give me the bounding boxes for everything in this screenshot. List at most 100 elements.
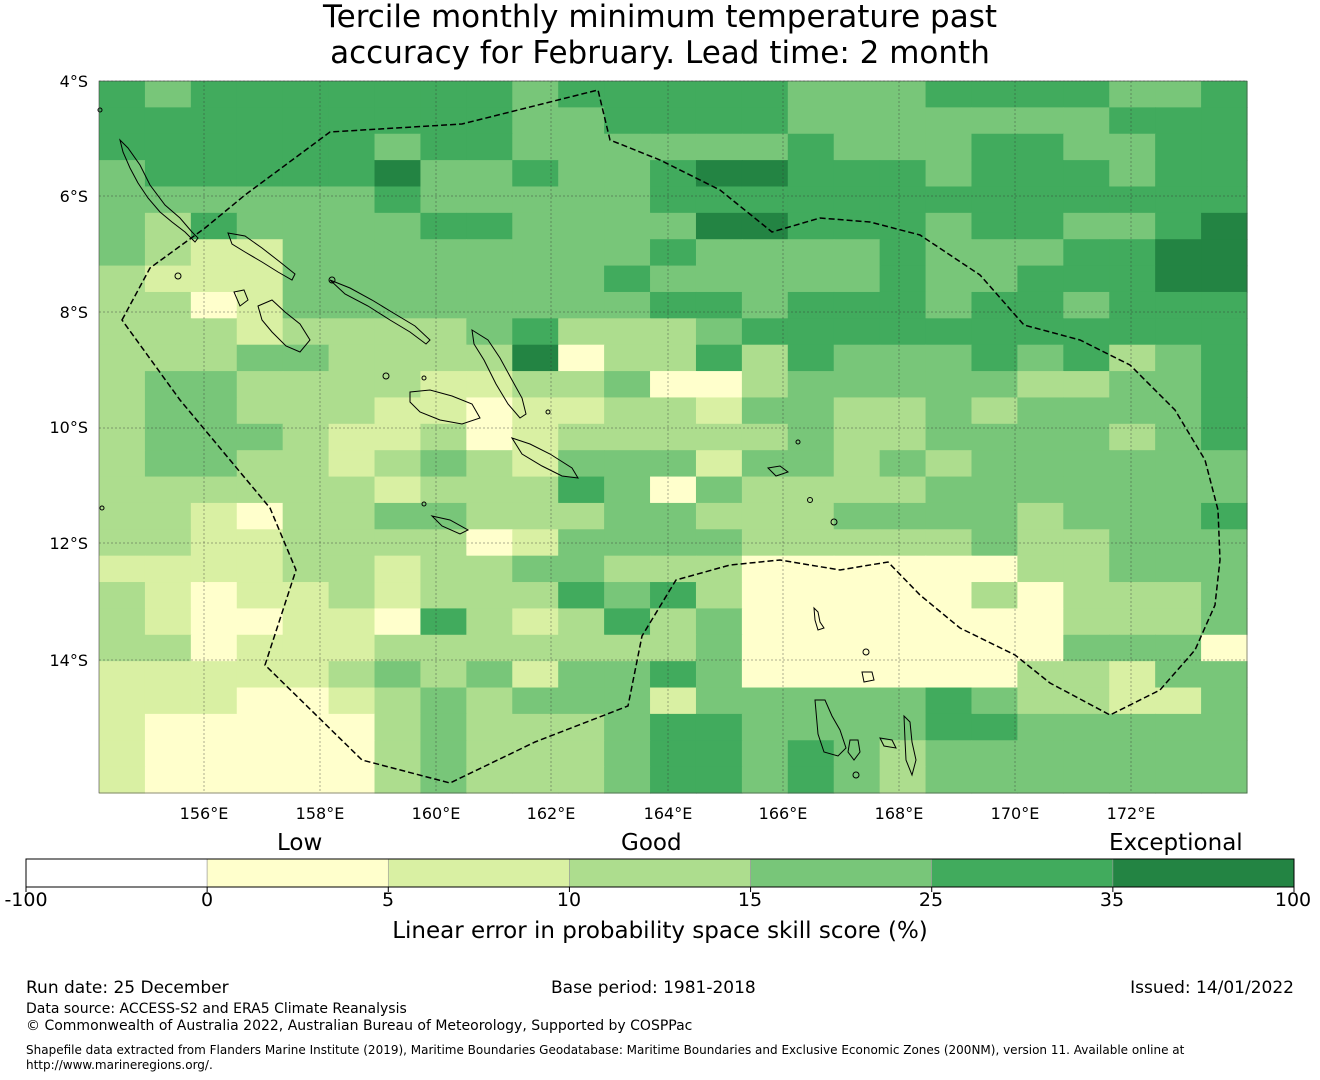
heatmap-cell — [879, 318, 927, 346]
heatmap-cell — [1155, 740, 1202, 768]
island-santa-isabel — [329, 279, 431, 345]
heatmap-cell — [236, 318, 284, 346]
heatmap-cell — [1155, 212, 1202, 240]
heatmap-cell — [925, 713, 973, 741]
heatmap-cell — [1063, 239, 1110, 267]
heatmap-cell — [512, 291, 559, 319]
heatmap-cell — [604, 450, 651, 478]
heatmap-cell — [650, 291, 697, 319]
heatmap-cell — [971, 740, 1018, 768]
heatmap-cell — [328, 160, 376, 188]
heatmap-cell — [1109, 502, 1156, 530]
heatmap-cell — [971, 81, 1018, 108]
heatmap-cell — [1017, 740, 1064, 768]
heatmap-cell — [374, 318, 422, 346]
heatmap-cell — [512, 107, 559, 135]
heatmap-cell — [236, 371, 284, 399]
heatmap-cell — [925, 265, 973, 293]
heatmap-cell — [512, 318, 559, 346]
heatmap-cell — [512, 239, 559, 267]
island-malaita — [471, 329, 527, 419]
heatmap-cell — [833, 661, 881, 689]
heatmap-cell — [558, 608, 605, 636]
heatmap-cell — [1109, 766, 1156, 794]
heatmap-cell — [282, 608, 330, 636]
heatmap-cell — [512, 397, 559, 425]
heatmap-cell — [190, 160, 238, 188]
heatmap-cell — [558, 239, 605, 267]
heatmap-cell — [604, 265, 651, 293]
heatmap-cell — [190, 476, 238, 504]
heatmap-cell — [190, 107, 238, 135]
colorbar-tick: 25 — [918, 889, 944, 911]
heatmap-cell — [328, 212, 376, 240]
heatmap-cell — [1017, 344, 1064, 372]
heatmap-cell — [1017, 582, 1064, 610]
heatmap-cell — [420, 713, 467, 741]
heatmap-cell — [374, 661, 422, 689]
lat-label-14s: 14°S — [49, 651, 88, 670]
heatmap-cell — [1109, 265, 1156, 293]
heatmap-cell — [1155, 81, 1202, 108]
heatmap-cell — [1109, 212, 1156, 240]
heatmap-cell — [741, 740, 789, 768]
heatmap-cell — [604, 740, 651, 768]
heatmap-cell — [695, 582, 743, 610]
heatmap-cell — [420, 766, 467, 794]
heatmap-cell — [650, 529, 697, 557]
heatmap-cell — [466, 766, 513, 794]
heatmap-cell — [282, 766, 330, 794]
heatmap-cell — [236, 555, 284, 583]
heatmap-cell — [971, 687, 1018, 715]
heatmap-cell — [190, 291, 238, 319]
heatmap-cell — [604, 107, 651, 135]
heatmap-cell — [144, 529, 192, 557]
heatmap-cell — [833, 582, 881, 610]
heatmap-cell — [879, 133, 927, 161]
heatmap-cell — [741, 81, 789, 108]
heatmap-cell — [971, 371, 1018, 399]
heatmap-cell — [604, 371, 651, 399]
heatmap-cell — [1155, 529, 1202, 557]
heatmap-cell — [1109, 608, 1156, 636]
heatmap-cell — [650, 318, 697, 346]
heatmap-cell — [236, 766, 284, 794]
heatmap-cell — [925, 661, 973, 689]
heatmap-cell — [328, 529, 376, 557]
heatmap-cell — [1201, 160, 1248, 188]
heatmap-cell — [695, 133, 743, 161]
heatmap-cell — [787, 502, 835, 530]
heatmap-cell — [1155, 476, 1202, 504]
heatmap-cell — [650, 766, 697, 794]
heatmap-cell — [971, 344, 1018, 372]
island-vanua-lava — [861, 671, 875, 683]
islet — [545, 409, 551, 415]
heatmap-cell — [787, 344, 835, 372]
heatmap-cell — [282, 634, 330, 662]
heatmap-cell — [604, 687, 651, 715]
heatmap-cell — [558, 371, 605, 399]
heatmap-cell — [282, 687, 330, 715]
heatmap-cell — [1063, 81, 1110, 108]
heatmap-cell — [925, 766, 973, 794]
heatmap-cell — [420, 397, 467, 425]
heatmap-cell — [374, 423, 422, 451]
island-espiritu-santo — [814, 699, 847, 757]
islet — [852, 771, 860, 779]
heatmap-cell — [695, 107, 743, 135]
heatmap-cell — [695, 502, 743, 530]
heatmap-cell — [833, 766, 881, 794]
colorbar-tick: 10 — [556, 889, 582, 911]
heatmap-cell — [879, 160, 927, 188]
island-rennell — [430, 515, 470, 535]
heatmap-cell — [1063, 555, 1110, 583]
heatmap-cell — [1201, 423, 1248, 451]
heatmap-cell — [328, 107, 376, 135]
lon-label-156e: 156°E — [179, 804, 229, 823]
heatmap-cell — [650, 344, 697, 372]
heatmap-cell — [466, 81, 513, 108]
colorbar-tick: 5 — [381, 889, 395, 911]
heatmap-cell — [925, 371, 973, 399]
heatmap-cell — [650, 713, 697, 741]
colorbar-tick: 35 — [1099, 889, 1125, 911]
